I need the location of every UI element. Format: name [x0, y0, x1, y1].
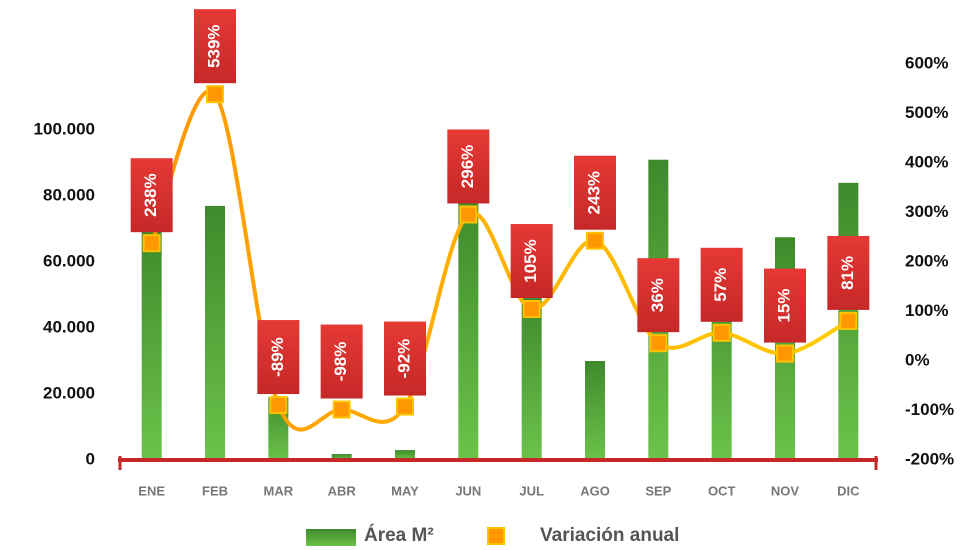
line: [149, 89, 850, 432]
legend-marker: [487, 527, 505, 545]
line-marker: [839, 311, 858, 330]
line-marker: [269, 396, 288, 415]
line-marker: [586, 231, 604, 250]
label-box: [574, 155, 616, 230]
x-tick-label: JUL: [519, 483, 544, 498]
label-box: [257, 320, 300, 395]
x-tick-label: SEP: [645, 483, 671, 498]
y-tick-label: 80.000: [43, 185, 95, 204]
bar: [585, 361, 605, 460]
line-marker: [776, 344, 794, 363]
y-tick-label: 20.000: [43, 383, 95, 402]
y2-tick-label: 200%: [905, 251, 948, 270]
data-label: 81%: [838, 256, 857, 290]
data-label: -92%: [394, 339, 413, 379]
x-tick-label: MAY: [391, 483, 419, 498]
y-tick-label: 0: [86, 449, 95, 468]
line-marker: [522, 300, 541, 319]
data-label: 15%: [774, 289, 793, 323]
y2-tick-label: 600%: [905, 53, 948, 72]
label-box: [320, 324, 363, 399]
legend-label: Variación anual: [540, 525, 679, 546]
label-box: [384, 321, 426, 396]
label-box: [447, 129, 490, 204]
data-label: 105%: [521, 239, 540, 282]
line-marker: [142, 234, 161, 253]
data-label: -89%: [268, 337, 287, 377]
line-marker: [712, 323, 731, 342]
data-label: 238%: [141, 173, 160, 216]
line-marker: [649, 334, 668, 353]
data-label: 57%: [711, 268, 730, 302]
y2-tick-label: 100%: [905, 301, 948, 320]
line-marker: [332, 400, 351, 419]
y2-tick-label: 0%: [905, 350, 930, 369]
y-tick-label: 40.000: [43, 317, 95, 336]
x-tick-label: AGO: [580, 483, 610, 498]
y2-tick-label: 500%: [905, 103, 948, 122]
label-box: [510, 224, 553, 299]
data-label: 539%: [204, 24, 223, 67]
data-label: 296%: [458, 145, 477, 188]
label-box: [130, 158, 173, 233]
bar: [331, 454, 352, 460]
legend-swatch: [306, 529, 356, 546]
x-tick-label: ENE: [138, 483, 165, 498]
x-tick-label: DIC: [837, 483, 860, 498]
label-box: [700, 247, 743, 322]
legend-label: Área M²: [364, 524, 434, 546]
bar: [395, 450, 415, 460]
y-tick-label: 60.000: [43, 251, 95, 270]
label-box: [637, 258, 680, 333]
data-label: 36%: [648, 278, 667, 312]
y-tick-label: 100.000: [34, 119, 95, 138]
x-tick-label: JUN: [455, 483, 481, 498]
data-label: 243%: [584, 171, 603, 214]
y2-tick-label: 300%: [905, 202, 948, 221]
line-marker: [396, 397, 414, 416]
x-tick-label: ABR: [328, 483, 357, 498]
line-marker: [206, 85, 224, 104]
label-box: [764, 268, 806, 343]
bar: [141, 229, 162, 460]
x-tick-label: NOV: [771, 483, 800, 498]
x-tick-label: OCT: [708, 483, 736, 498]
label-box: [194, 9, 236, 84]
bar: [205, 205, 225, 460]
y2-tick-label: -100%: [905, 400, 954, 419]
x-tick-label: MAR: [264, 483, 294, 498]
bar: [521, 295, 542, 460]
y2-tick-label: -200%: [905, 449, 954, 468]
x-tick-label: FEB: [202, 483, 228, 498]
bar: [458, 199, 479, 461]
y2-tick-label: 400%: [905, 152, 948, 171]
label-box: [827, 235, 870, 310]
line-marker: [459, 205, 478, 224]
data-label: -98%: [331, 342, 350, 382]
